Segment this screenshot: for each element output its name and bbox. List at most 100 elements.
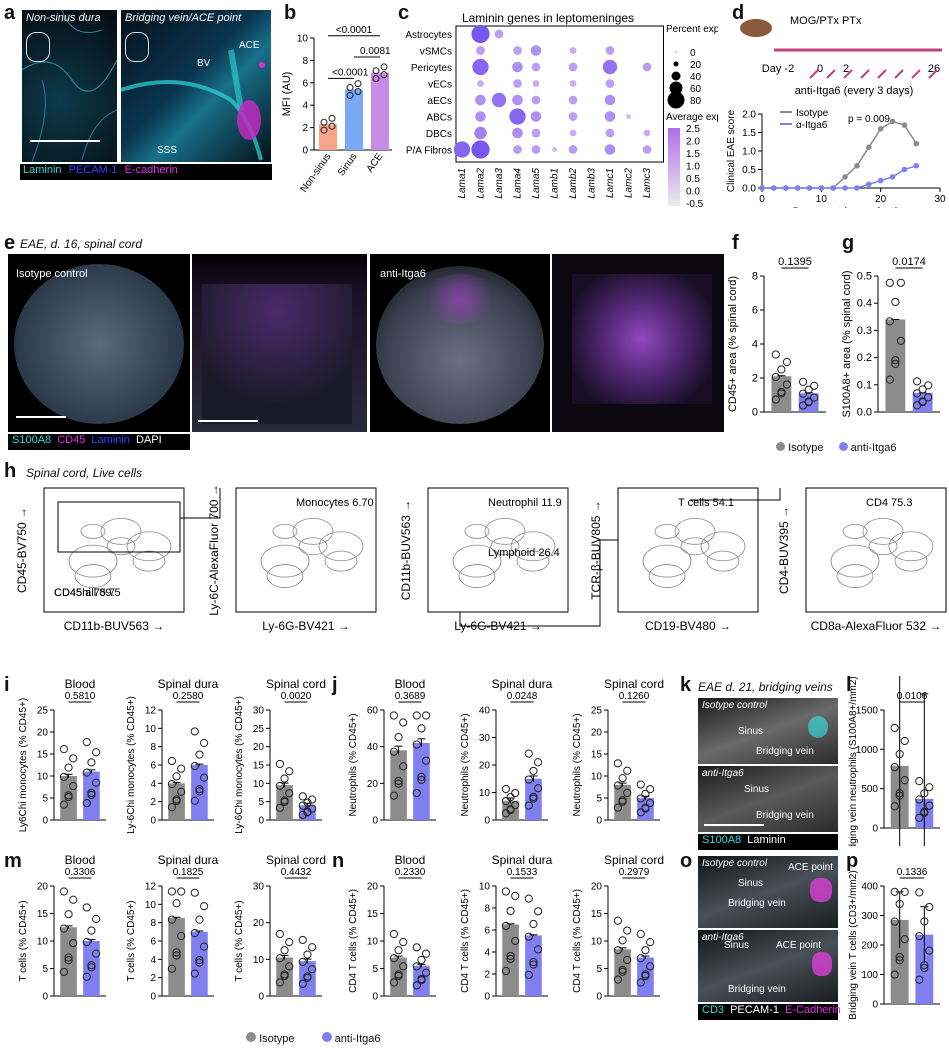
dot (513, 145, 522, 154)
o-bv-1: Bridging vein (728, 898, 786, 909)
k-sinus-2: Sinus (744, 784, 770, 795)
data-point (641, 971, 650, 981)
data-point (915, 777, 924, 786)
panel-letter-l: l (846, 674, 852, 696)
bar-ACE (371, 72, 389, 150)
dot (605, 128, 615, 138)
row-label: Pericytes (411, 63, 452, 74)
bar-Isotype (890, 919, 909, 1004)
panel-letter-n: n (332, 850, 345, 872)
bar-anti-Itga6 (413, 743, 430, 820)
size-key (671, 71, 681, 81)
color-key-label: 2.0 (686, 137, 700, 148)
data-point (82, 938, 91, 947)
color-key-label: 0.0 (686, 187, 700, 198)
y-axis-label: T cells (% CD45+) (126, 900, 137, 981)
y-tick-label: 5 (258, 797, 264, 808)
series-point (842, 174, 848, 180)
series-point (901, 166, 908, 173)
data-point (412, 962, 421, 971)
series-point (782, 185, 789, 191)
data-point (199, 902, 209, 911)
scale-bar-k (704, 824, 764, 826)
data-point (190, 796, 199, 805)
panel-letter-p: p (846, 850, 859, 872)
contour (106, 537, 136, 556)
y-tick-label: 0 (372, 992, 378, 1003)
y-tick-label: 10 (591, 937, 603, 948)
x-tick-label: ACE (365, 151, 386, 174)
data-point (890, 762, 899, 772)
contour (868, 537, 898, 556)
plot-title: Spinal cord (604, 853, 664, 867)
data-point (895, 791, 904, 800)
y-axis-label: CD4 T cells (% CD45+) (348, 889, 359, 993)
bar-Isotype (168, 918, 185, 996)
data-point (380, 71, 388, 79)
y-tick-label: 4 (150, 779, 156, 790)
dot (494, 29, 504, 39)
data-point (890, 887, 899, 897)
bar-anti-Itga6 (83, 771, 100, 820)
legend-fg-anti: anti-Itga6 (850, 442, 897, 454)
y-tick-label: 0 (596, 816, 602, 827)
series-point (901, 122, 908, 128)
data-point (285, 938, 294, 947)
size-key-label: 80 (690, 96, 702, 107)
data-point (912, 389, 922, 398)
micrograph-o-top: Isotype control Sinus ACE point Bridging… (698, 856, 838, 928)
data-point (421, 756, 431, 765)
bar-Isotype (885, 319, 906, 412)
data-point (172, 796, 181, 806)
gate-label: CD45hi 75.7 (54, 587, 115, 599)
data-point (511, 936, 520, 946)
data-point (636, 978, 645, 987)
y-tick-label: 12 (145, 706, 157, 717)
bar-Isotype (614, 784, 631, 820)
y-axis-label: Neutrophils (% CD45+) (572, 713, 583, 816)
contour (490, 537, 520, 556)
data-point (91, 949, 101, 958)
contour (894, 550, 928, 572)
k-sinus-1: Sinus (738, 726, 764, 737)
legend-a-pecam: PECAM-1 (68, 164, 118, 176)
data-point (920, 917, 929, 926)
label-sss: SSS (157, 145, 178, 156)
panel-letter-d: d (732, 2, 745, 24)
data-point (275, 978, 285, 987)
data-point (417, 976, 426, 985)
data-point (354, 87, 362, 95)
p-value: 0.1533 (507, 867, 538, 878)
bar-anti-Itga6 (637, 798, 654, 820)
y-tick-label: 5 (372, 964, 378, 975)
y-tick-label: 0 (302, 146, 308, 157)
data-point (346, 84, 354, 92)
data-point (64, 910, 73, 919)
data-point (641, 804, 650, 813)
data-point (167, 756, 177, 766)
y-tick-label: 8 (150, 918, 156, 929)
flow-plot-frame (805, 487, 947, 613)
data-point (177, 931, 186, 941)
y-tick-label: 10 (591, 772, 603, 783)
data-point (346, 91, 354, 99)
contour (260, 544, 310, 578)
y-tick-label: 20 (37, 882, 49, 893)
data-point (399, 962, 408, 971)
y-tick-label: 0.0 (857, 407, 872, 419)
data-point (167, 964, 177, 973)
data-point (280, 946, 289, 955)
syringe-icon (894, 69, 904, 79)
data-point (82, 768, 91, 777)
data-point (91, 748, 101, 757)
syringe-icon (860, 69, 870, 79)
y-tick-label: 8 (302, 56, 308, 67)
dot (512, 61, 523, 73)
row-label: Astrocytes (405, 30, 452, 41)
chart-b: 0 2 4 6 8 10 MFI (AU) Non-sinus Sinus ACE <0.0001 0… (281, 25, 392, 195)
data-point (506, 951, 515, 961)
data-point (915, 975, 924, 984)
p-value: 0.0020 (281, 691, 312, 702)
contour (648, 564, 686, 588)
